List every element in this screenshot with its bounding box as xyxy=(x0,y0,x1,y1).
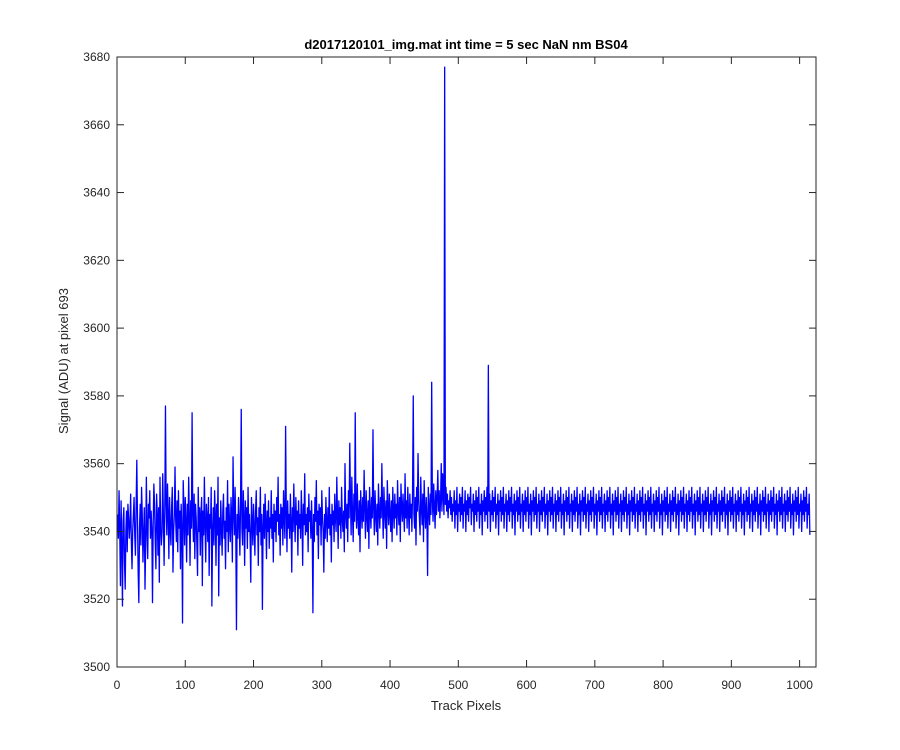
x-tick-label: 300 xyxy=(312,678,332,692)
axes-background xyxy=(117,57,816,667)
x-tick-label: 200 xyxy=(244,678,264,692)
y-tick-label: 3640 xyxy=(83,186,110,200)
y-axis-ticks: 3500 3520 3540 3560 3580 3600 3620 3640 3660 3680 xyxy=(83,50,816,674)
plot-area: 0 100 200 300 400 500 600 700 800 900 1000 3500 352… xyxy=(83,50,817,692)
x-tick-label: 800 xyxy=(653,678,673,692)
x-tick-label: 700 xyxy=(585,678,605,692)
y-tick-label: 3620 xyxy=(83,253,110,267)
x-tick-label: 600 xyxy=(517,678,537,692)
y-tick-label: 3560 xyxy=(83,457,110,471)
x-tick-label: 400 xyxy=(380,678,400,692)
chart-title: d2017120101_img.mat int time = 5 sec NaN… xyxy=(304,37,628,52)
x-tick-label: 900 xyxy=(721,678,741,692)
y-tick-label: 3660 xyxy=(83,118,110,132)
axes-box xyxy=(116,56,817,668)
y-tick-label: 3520 xyxy=(83,592,110,606)
y-tick-label: 3600 xyxy=(83,321,110,335)
x-axis-label: Track Pixels xyxy=(431,698,502,713)
x-axis-ticks: 0 100 200 300 400 500 600 700 800 900 1000 xyxy=(114,57,813,692)
y-tick-label: 3680 xyxy=(83,50,110,64)
series-line-0 xyxy=(117,66,811,631)
y-tick-label: 3580 xyxy=(83,389,110,403)
y-axis-label: Signal (ADU) at pixel 693 xyxy=(56,288,71,434)
x-tick-label: 0 xyxy=(114,678,121,692)
y-tick-label: 3540 xyxy=(83,524,110,538)
series-layer xyxy=(117,66,811,631)
y-tick-label: 3500 xyxy=(83,660,110,674)
x-tick-label: 500 xyxy=(448,678,468,692)
x-tick-label: 1000 xyxy=(786,678,813,692)
x-tick-label: 100 xyxy=(175,678,195,692)
